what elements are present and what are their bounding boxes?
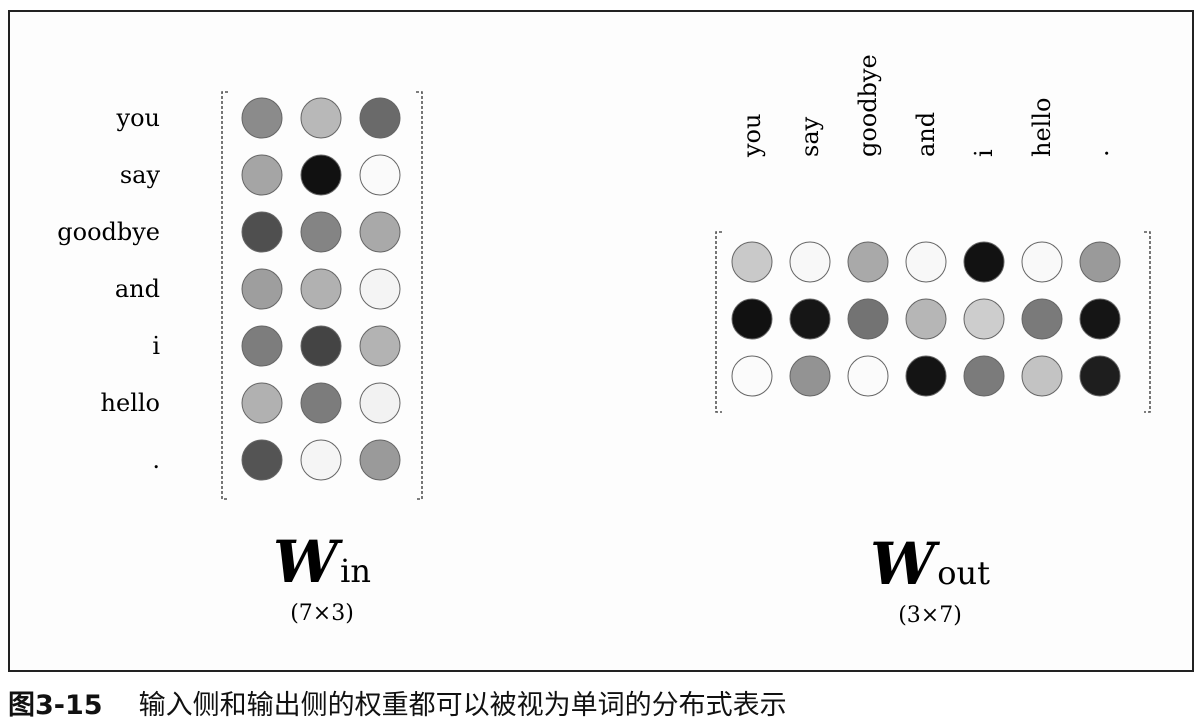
w-out-cell <box>1079 241 1121 283</box>
w-in-subscript: in <box>340 552 371 590</box>
w-out-column-label: you <box>738 114 766 158</box>
w-in-row-label: . <box>152 446 160 474</box>
w-in-title: Win <box>273 528 371 596</box>
w-in-cell <box>300 382 342 424</box>
w-in-cell <box>300 154 342 196</box>
w-out-column-label: goodbye <box>854 54 882 157</box>
w-out-bracket <box>715 231 1151 413</box>
w-out-cell <box>1079 355 1121 397</box>
w-out-cell <box>1079 298 1121 340</box>
w-out-cell <box>963 298 1005 340</box>
w-out-cell <box>963 355 1005 397</box>
w-in-cell <box>241 325 283 367</box>
w-in-cell <box>300 325 342 367</box>
w-in-letter: W <box>273 528 343 596</box>
w-out-cell <box>789 355 831 397</box>
w-in-cell <box>300 439 342 481</box>
w-in-row-label: goodbye <box>57 218 160 246</box>
w-out-column-label: and <box>912 112 940 157</box>
w-out-cell <box>905 355 947 397</box>
w-in-cell <box>241 268 283 310</box>
w-out-cell <box>847 355 889 397</box>
w-out-cell <box>1021 355 1063 397</box>
w-out-column-label: say <box>796 116 824 157</box>
w-in-row-label: i <box>152 332 160 360</box>
w-in-cell <box>359 154 401 196</box>
w-out-shape: (3×7) <box>898 603 962 628</box>
w-out-cell <box>1021 298 1063 340</box>
w-in-bracket <box>221 91 423 500</box>
w-in-row-label: say <box>120 161 161 189</box>
w-out-column-label: hello <box>1028 98 1056 157</box>
w-out-column-label: i <box>970 149 998 157</box>
w-out-cell <box>905 298 947 340</box>
w-in-cell <box>241 154 283 196</box>
w-in-shape: (7×3) <box>290 601 354 626</box>
w-out-cell <box>789 241 831 283</box>
w-in-cell <box>241 97 283 139</box>
w-out-title: Wout <box>870 530 990 598</box>
w-out-matrix: you say goodbye and i hello . Wout (3×7) <box>715 54 1151 628</box>
w-in-cell <box>359 97 401 139</box>
w-out-cell <box>731 355 773 397</box>
w-out-cell <box>731 298 773 340</box>
w-in-matrix: you say goodbye and i hello. Win (7×3) <box>57 91 423 626</box>
caption-text: 输入侧和输出侧的权重都可以被视为单词的分布式表示 <box>138 689 787 721</box>
w-in-cell <box>300 268 342 310</box>
w-out-cell <box>963 241 1005 283</box>
w-out-cell <box>847 298 889 340</box>
w-in-cell <box>241 439 283 481</box>
w-in-cell <box>359 325 401 367</box>
w-in-cell <box>241 382 283 424</box>
caption-number: 图3-15 <box>8 689 103 721</box>
figure-frame: you say goodbye and i hello. Win (7×3) you say go… <box>8 10 1194 672</box>
w-in-cell <box>241 211 283 253</box>
w-out-cell <box>905 241 947 283</box>
w-in-cell <box>300 211 342 253</box>
figure-caption: 图3-15 输入侧和输出侧的权重都可以被视为单词的分布式表示 <box>8 682 1194 722</box>
w-in-row-label: you <box>116 104 160 132</box>
w-in-cell <box>359 439 401 481</box>
w-in-row-label: hello <box>101 389 160 417</box>
w-out-cell <box>731 241 773 283</box>
diagram-canvas: you say goodbye and i hello. Win (7×3) you say go… <box>57 54 1151 628</box>
w-out-cell <box>847 241 889 283</box>
w-out-column-label: . <box>1086 149 1114 157</box>
w-in-cell <box>359 382 401 424</box>
w-in-cell <box>359 268 401 310</box>
w-in-cell <box>300 97 342 139</box>
w-out-subscript: out <box>937 554 990 592</box>
w-out-cell <box>789 298 831 340</box>
w-out-cell <box>1021 241 1063 283</box>
w-in-cell <box>359 211 401 253</box>
w-in-row-label: and <box>115 275 160 303</box>
w-out-letter: W <box>870 530 940 598</box>
